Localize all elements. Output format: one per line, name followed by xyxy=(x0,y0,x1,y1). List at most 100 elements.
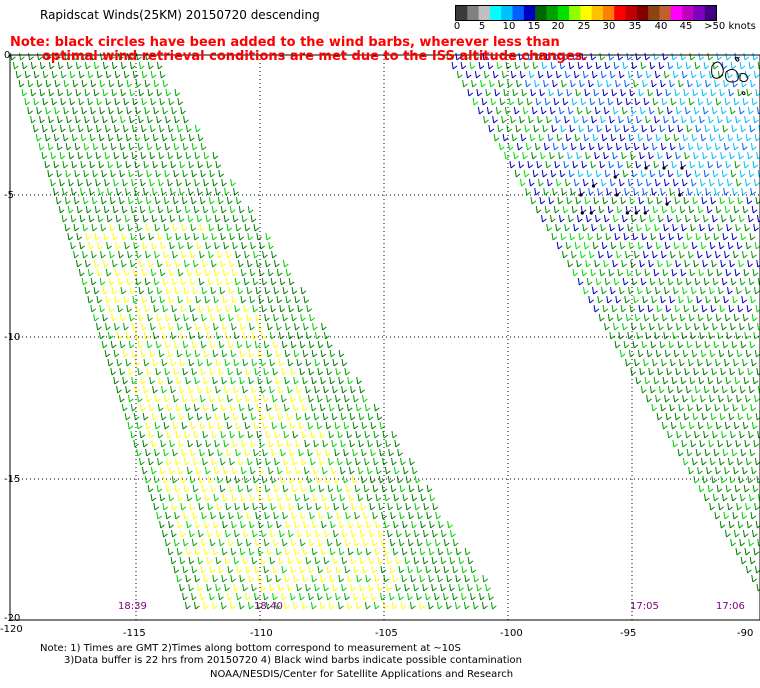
wind-barb xyxy=(139,403,146,412)
wind-barb xyxy=(68,151,75,160)
colorbar-swatch xyxy=(670,6,683,20)
wind-barb xyxy=(729,151,735,160)
wind-barb xyxy=(685,169,692,178)
wind-barb xyxy=(582,223,588,232)
wind-barb xyxy=(216,304,223,313)
wind-barb xyxy=(225,277,232,286)
wind-barb xyxy=(708,115,714,124)
wind-barb xyxy=(679,250,685,259)
wind-barb xyxy=(582,70,589,79)
wind-barb xyxy=(220,403,227,412)
wind-barb xyxy=(428,547,435,556)
wind-barb xyxy=(572,268,579,277)
wind-barb xyxy=(216,529,222,538)
wind-barb xyxy=(353,565,360,574)
wind-barb xyxy=(229,430,236,439)
wind-barb xyxy=(443,538,450,547)
wind-barb xyxy=(158,151,165,160)
wind-barb xyxy=(708,178,715,187)
wind-barb xyxy=(589,97,596,106)
wind-barb xyxy=(481,97,488,106)
wind-barb xyxy=(329,574,336,583)
wind-barb xyxy=(652,97,659,106)
wind-barb xyxy=(469,61,476,70)
wind-barb xyxy=(661,250,667,259)
wind-barb xyxy=(591,223,597,232)
wind-barb xyxy=(323,385,329,394)
wind-barb xyxy=(152,358,159,367)
wind-barb xyxy=(677,340,684,349)
wind-barb xyxy=(33,70,40,79)
wind-barb xyxy=(659,124,666,133)
wind-barb xyxy=(600,115,606,124)
wind-barb xyxy=(683,304,690,313)
wind-barb xyxy=(254,592,260,601)
map-frame xyxy=(9,54,760,621)
wind-barb xyxy=(215,331,222,340)
wind-barb xyxy=(116,385,122,394)
wind-barb xyxy=(236,565,243,574)
wind-barb xyxy=(420,493,427,502)
wind-barb xyxy=(673,349,680,358)
wind-barb xyxy=(174,511,180,520)
wind-barb xyxy=(292,430,299,439)
wind-barb xyxy=(282,259,289,268)
wind-barb xyxy=(745,241,752,250)
wind-barb xyxy=(137,169,144,178)
wind-barb xyxy=(510,115,516,124)
wind-barb xyxy=(266,547,273,556)
wind-barb xyxy=(661,358,667,367)
wind-barb xyxy=(337,430,344,439)
wind-barb xyxy=(733,97,740,106)
wind-barb xyxy=(342,475,349,484)
wind-barb xyxy=(159,466,166,475)
wind-barb xyxy=(196,412,203,421)
wind-barb xyxy=(195,520,201,529)
wind-barb xyxy=(646,394,652,403)
wind-barb xyxy=(623,124,630,133)
wind-barb xyxy=(237,286,244,295)
wind-barb xyxy=(404,556,411,565)
wind-barb xyxy=(290,565,297,574)
wind-barb xyxy=(223,439,230,448)
wind-barb xyxy=(648,367,655,376)
wind-barb xyxy=(725,484,732,493)
wind-barb xyxy=(582,115,588,124)
colorbar-swatch xyxy=(704,6,717,20)
wind-barb xyxy=(714,187,720,196)
wind-barb xyxy=(688,358,694,367)
wind-barb xyxy=(241,214,248,223)
wind-barb xyxy=(158,376,164,385)
wind-barb xyxy=(153,79,160,88)
wind-barb xyxy=(730,277,737,286)
wind-barb xyxy=(122,349,129,358)
time-label-1840: 18:40 xyxy=(254,601,283,612)
colorbar-swatch xyxy=(591,6,604,20)
wind-barb xyxy=(310,457,316,466)
wind-barb xyxy=(330,520,336,529)
wind-barb xyxy=(266,376,272,385)
wind-barb xyxy=(265,601,272,610)
wind-barb xyxy=(706,313,713,322)
wind-barb xyxy=(711,259,717,268)
wind-barb xyxy=(280,421,287,430)
wind-barb xyxy=(341,385,347,394)
footer-note-1: Note: 1) Times are GMT 2)Times along bot… xyxy=(40,643,461,654)
wind-barb xyxy=(697,250,703,259)
wind-barb xyxy=(136,52,142,61)
wind-barb xyxy=(55,196,62,205)
wind-barb xyxy=(286,439,293,448)
wind-barb xyxy=(700,457,707,466)
wind-barb xyxy=(749,340,756,349)
wind-barb xyxy=(328,403,335,412)
wind-barb xyxy=(320,547,327,556)
wind-barb xyxy=(206,160,213,169)
wind-barb xyxy=(282,511,288,520)
wind-barb xyxy=(143,160,150,169)
wind-barb xyxy=(722,124,729,133)
wind-barb xyxy=(576,151,582,160)
wind-barb xyxy=(154,448,160,457)
wind-barb xyxy=(141,322,147,331)
wind-barb xyxy=(98,160,105,169)
wind-barb xyxy=(302,376,308,385)
